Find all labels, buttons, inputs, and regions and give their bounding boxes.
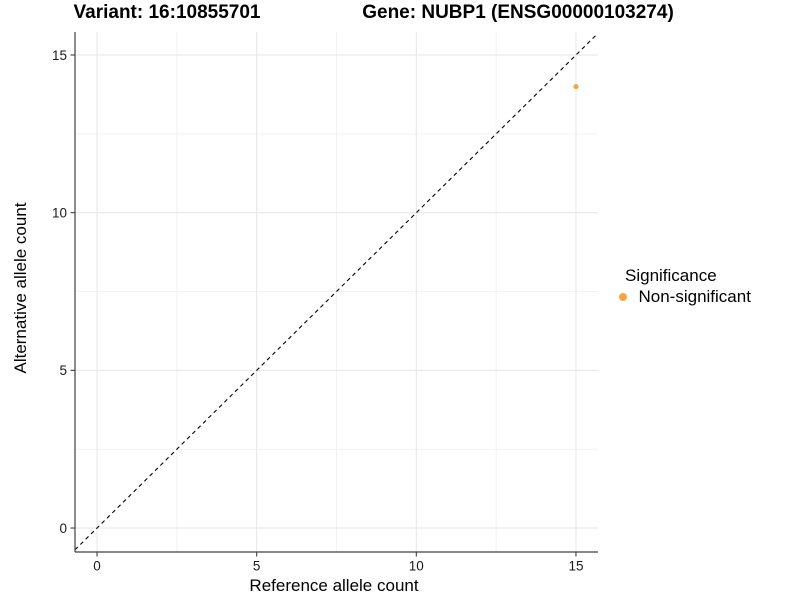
- data-point: [573, 83, 579, 90]
- x-tick-label: 10: [409, 559, 424, 574]
- legend-title: Significance: [625, 266, 717, 285]
- x-tick-label: 15: [568, 559, 583, 574]
- x-axis-title: Reference allele count: [249, 576, 419, 595]
- y-tick-label: 0: [59, 521, 67, 536]
- plot-title-gene: Gene: NUBP1 (ENSG00000103274): [362, 2, 674, 23]
- legend-entry: Non-significant: [616, 287, 751, 307]
- x-tick-label: 0: [93, 559, 101, 574]
- legend: Significance Non-significant: [616, 266, 751, 307]
- legend-point-icon: [618, 293, 627, 301]
- legend-entry-label: Non-significant: [638, 287, 751, 306]
- y-tick-label: 10: [52, 205, 67, 220]
- identity-line: [74, 32, 599, 551]
- y-tick-label: 15: [52, 48, 67, 63]
- plot-title-variant: Variant: 16:10855701: [73, 2, 261, 23]
- x-tick-label: 5: [253, 559, 261, 574]
- y-axis-title: Alternative allele count: [11, 202, 30, 374]
- y-tick-label: 5: [59, 363, 67, 378]
